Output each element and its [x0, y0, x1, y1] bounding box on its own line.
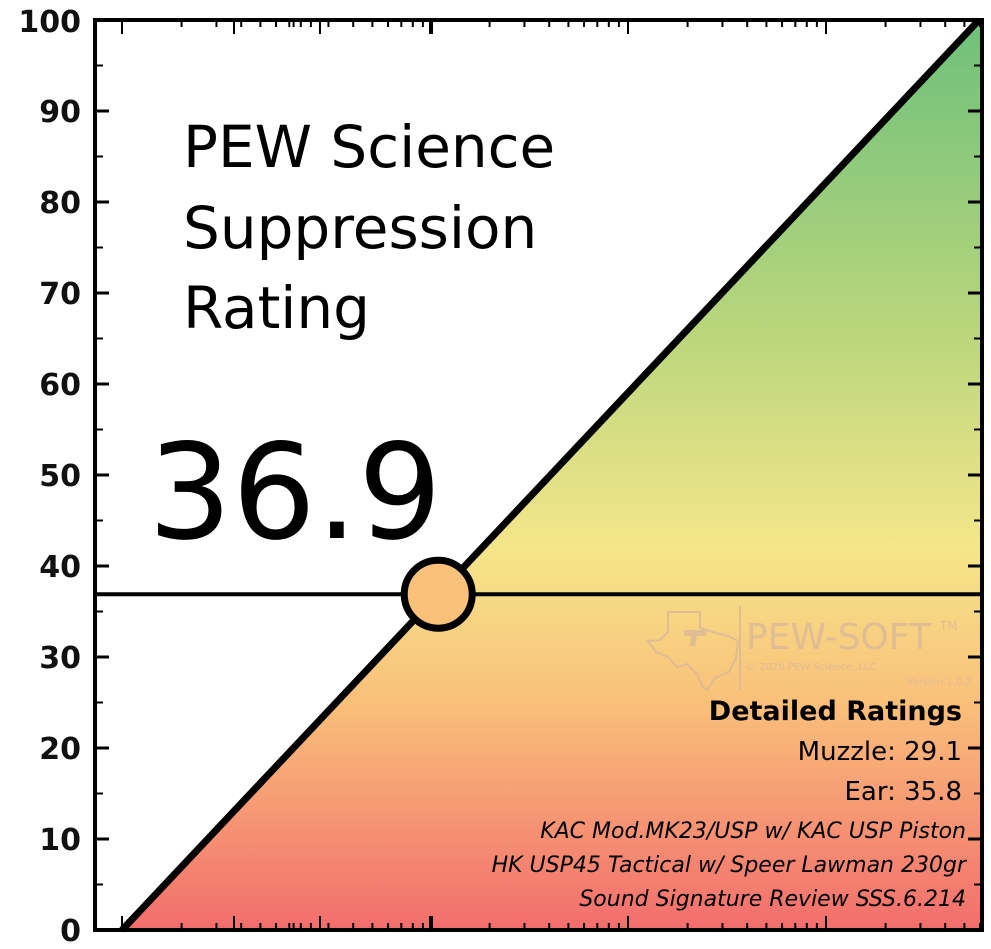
- y-tick-label: 60: [39, 368, 81, 403]
- firearm-ammo-description: HK USP45 Tactical w/ Speer Lawman 230gr: [492, 853, 968, 878]
- y-tick-label: 20: [39, 732, 81, 767]
- ear-rating: Ear: 35.8: [844, 777, 962, 807]
- review-reference: Sound Signature Review SSS.6.214: [579, 887, 966, 912]
- chart-title-line-3: Rating: [183, 274, 370, 342]
- y-tick-label: 100: [18, 5, 81, 40]
- score-value: 36.9: [148, 416, 442, 570]
- y-tick-label: 30: [39, 641, 81, 676]
- pew-soft-watermark: PEW-SOFT TM © 2020 PEW Science, LLC Vers…: [646, 606, 972, 692]
- y-tick-label: 50: [39, 459, 81, 494]
- rating-diagonal-line: [119, 17, 982, 933]
- y-tick-label: 90: [39, 95, 81, 130]
- y-tick-label: 80: [39, 186, 81, 221]
- detailed-ratings-heading: Detailed Ratings: [709, 696, 962, 727]
- muzzle-rating: Muzzle: 29.1: [798, 737, 962, 767]
- y-tick-label: 70: [39, 277, 81, 312]
- y-tick-label: 40: [39, 550, 81, 585]
- watermark-brand: PEW-SOFT: [746, 617, 932, 658]
- y-axis-ticks: 0 10 20 30 40 50 60 70 80 90 100: [18, 5, 982, 949]
- y-tick-label: 0: [60, 914, 81, 949]
- suppressor-description: KAC Mod.MK23/USP w/ KAC USP Piston: [540, 819, 966, 844]
- chart-title-line-2: Suppression: [183, 194, 537, 262]
- y-tick-label: 10: [39, 823, 81, 858]
- watermark-version: Version 1.0.2: [907, 677, 972, 688]
- score-marker: [400, 556, 476, 632]
- x-axis-ticks: [121, 20, 982, 930]
- chart-title-line-1: PEW Science: [183, 113, 555, 181]
- watermark-copyright: © 2020 PEW Science, LLC: [746, 662, 876, 673]
- watermark-tm: TM: [939, 619, 958, 633]
- texas-outline-icon: [646, 611, 740, 692]
- pistol-icon: [684, 630, 706, 646]
